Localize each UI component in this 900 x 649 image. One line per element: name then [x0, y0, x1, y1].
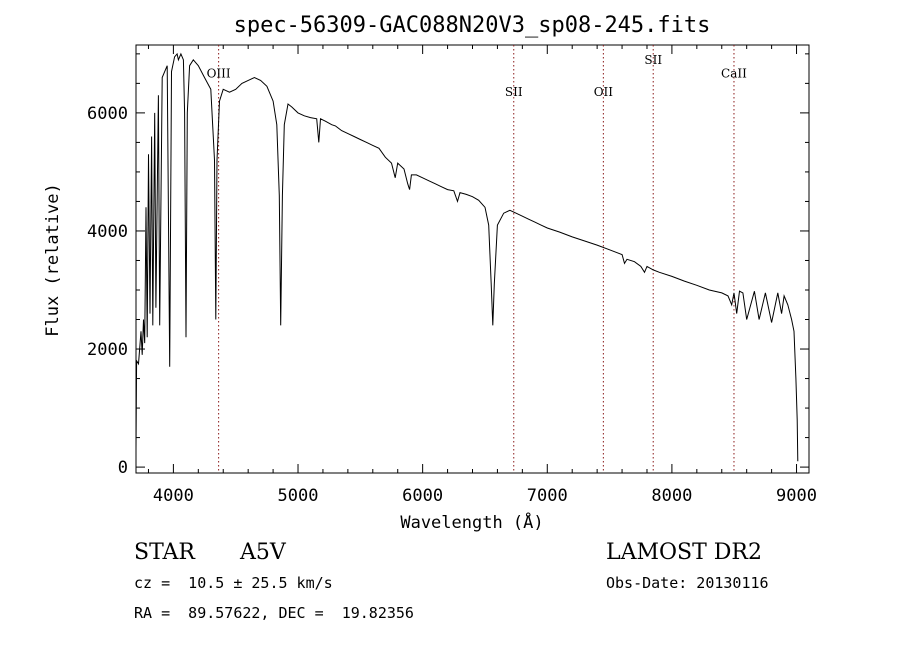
spectral-line-label: SII: [644, 53, 662, 67]
x-tick-label: 8000: [651, 486, 692, 506]
spectral-line-markers: OIII SII OII SII CaII: [207, 45, 747, 473]
x-tick-label: 5000: [278, 486, 319, 506]
spectral-line-label: OII: [594, 85, 614, 99]
spectrum-chart: spec-56309-GAC088N20V3_sp08-245.fits OII…: [43, 13, 817, 533]
y-tick-label: 0: [118, 458, 128, 478]
x-tick-label: 9000: [776, 486, 817, 506]
y-axis-label: Flux (relative): [43, 183, 63, 337]
spectral-line-label: SII: [505, 85, 523, 99]
y-tick-label: 2000: [87, 340, 128, 360]
plot-frame: [135, 44, 810, 474]
obs-date-text: Obs-Date: 20130116: [606, 574, 769, 592]
redshift-text: cz = 10.5 ± 25.5 km/s: [134, 574, 333, 592]
coordinates-text: RA = 89.57622, DEC = 19.82356: [134, 604, 414, 622]
spectrum-series-line: [135, 52, 799, 462]
x-axis-label: Wavelength (Å): [400, 511, 543, 533]
survey-name: LAMOST DR2: [606, 540, 762, 565]
spectral-subclass: A5V: [240, 540, 286, 565]
y-tick-label: 4000: [87, 222, 128, 242]
x-tick-label: 7000: [527, 486, 568, 506]
spectral-line-label: CaII: [721, 66, 747, 80]
y-tick-label: 6000: [87, 104, 128, 124]
object-type: STAR: [134, 540, 195, 565]
x-tick-label: 4000: [153, 486, 194, 506]
chart-title: spec-56309-GAC088N20V3_sp08-245.fits: [234, 13, 711, 38]
x-tick-label: 6000: [402, 486, 443, 506]
axis-ticks: 4000 5000 6000 7000 8000 9000 0 2000 4000 6000: [87, 45, 817, 506]
spectral-line-label: OIII: [207, 66, 231, 80]
